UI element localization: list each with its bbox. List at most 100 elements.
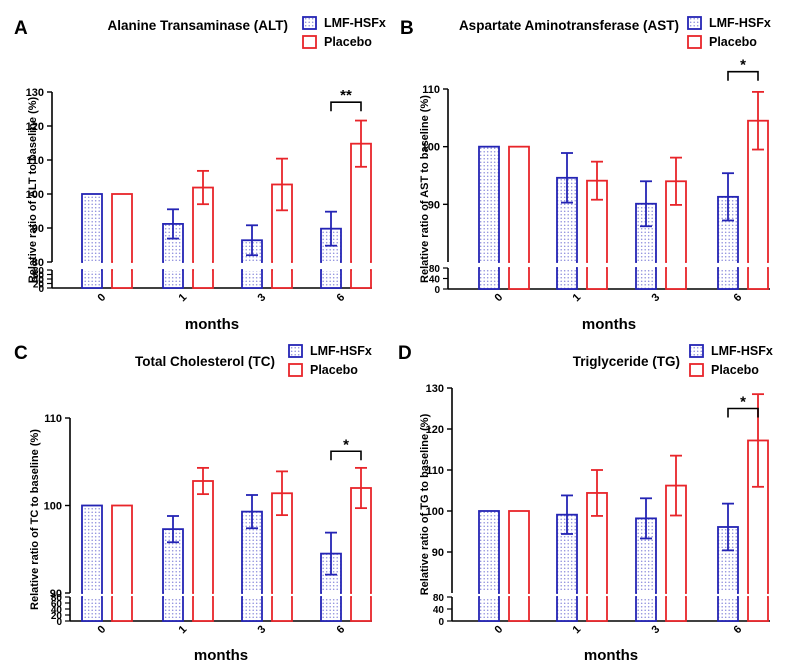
bar-placebo-1 bbox=[586, 469, 608, 622]
bar-lower bbox=[81, 596, 103, 622]
bar-placebo-3 bbox=[271, 470, 293, 622]
x-axis-label: months bbox=[582, 316, 636, 333]
legend: LMF-HSFx Placebo bbox=[689, 344, 773, 377]
bar-lower bbox=[478, 267, 500, 290]
y-tick-label: 120 bbox=[426, 424, 444, 436]
chart-title: Triglyceride (TG) bbox=[573, 354, 680, 369]
y-tick-label-lower: 40 bbox=[51, 605, 63, 616]
x-tick-label: 0 bbox=[95, 291, 108, 304]
bar-lmf-hsfx-3 bbox=[241, 494, 263, 622]
y-tick-label-lower: 80 bbox=[33, 266, 45, 277]
y-tick-label-lower: 0 bbox=[438, 617, 444, 628]
y-tick-label: 100 bbox=[26, 189, 44, 201]
bar-lower bbox=[111, 596, 133, 622]
bar-lower bbox=[320, 596, 342, 622]
bar-upper bbox=[508, 510, 530, 594]
legend-label: LMF-HSFx bbox=[310, 344, 372, 358]
legend-label: Placebo bbox=[709, 35, 757, 49]
bar-placebo-6 bbox=[350, 119, 372, 289]
x-axis-label: months bbox=[194, 647, 248, 664]
bar-upper bbox=[111, 504, 133, 594]
bar-placebo-6 bbox=[747, 393, 769, 622]
legend-label: LMF-HSFx bbox=[711, 344, 773, 358]
bar-placebo-0 bbox=[111, 504, 133, 622]
bar-lower bbox=[717, 596, 739, 622]
bar-lower bbox=[586, 267, 608, 290]
bracket-line bbox=[727, 70, 759, 81]
y-tick-label: 100 bbox=[422, 142, 440, 154]
x-tick-label: 1 bbox=[176, 291, 189, 304]
y-tick-label: 120 bbox=[26, 121, 44, 133]
bar-placebo-6 bbox=[350, 466, 372, 622]
y-tick-label-lower: 20 bbox=[51, 611, 63, 622]
y-tick-label: 110 bbox=[426, 465, 444, 477]
bar-placebo-3 bbox=[665, 454, 687, 622]
y-tick-label-lower: 0 bbox=[56, 617, 62, 628]
bracket-line bbox=[727, 407, 759, 418]
bar-placebo-0 bbox=[111, 193, 133, 289]
bar-placebo-1 bbox=[586, 160, 608, 290]
bar-placebo-1 bbox=[192, 466, 214, 622]
y-tick-label: 90 bbox=[32, 223, 44, 235]
bar-lmf-hsfx-1 bbox=[162, 208, 184, 289]
panel-letter: B bbox=[400, 18, 414, 39]
panel-letter: D bbox=[398, 343, 412, 364]
bar-lower bbox=[665, 267, 687, 290]
legend-swatch-placebo bbox=[302, 35, 317, 49]
bar-upper bbox=[111, 193, 133, 263]
bar-lower bbox=[556, 267, 578, 290]
x-tick-label: 1 bbox=[176, 623, 189, 636]
bar-lmf-hsfx-3 bbox=[241, 224, 263, 289]
bar-upper bbox=[192, 480, 214, 594]
bar-lmf-hsfx-3 bbox=[635, 180, 657, 290]
bar-lower bbox=[747, 596, 769, 622]
y-tick-label: 110 bbox=[44, 413, 62, 425]
x-tick-label: 6 bbox=[731, 623, 744, 636]
bar-lmf-hsfx-1 bbox=[162, 515, 184, 622]
x-tick-label: 3 bbox=[649, 291, 662, 304]
bar-upper bbox=[478, 145, 500, 263]
y-tick-label-lower: 0 bbox=[434, 285, 440, 296]
y-axis-label: Relative ratio of AST to baseline (%) bbox=[419, 95, 431, 283]
bar-lower bbox=[192, 269, 214, 289]
x-axis-label: months bbox=[584, 647, 638, 664]
significance-bracket: ** bbox=[330, 87, 362, 112]
bar-lower bbox=[665, 596, 687, 622]
x-tick-label: 0 bbox=[95, 623, 108, 636]
chart-panel-c: C Total Cholesterol (TC) LMF-HSFx Placebo 90… bbox=[14, 343, 372, 664]
bar-lower bbox=[241, 596, 263, 622]
bar-lmf-hsfx-3 bbox=[635, 497, 657, 622]
y-tick-label-lower: 80 bbox=[51, 593, 63, 604]
bar-lmf-hsfx-1 bbox=[556, 152, 578, 290]
y-tick-label-lower: 40 bbox=[429, 275, 441, 286]
y-axis-label: Relative ratio of TG to baseline (%) bbox=[419, 413, 431, 595]
y-tick-label: 110 bbox=[26, 155, 44, 167]
bar-placebo-6 bbox=[747, 90, 769, 290]
chart-panel-a: A Alanine Transaminase (ALT) LMF-HSFx Place… bbox=[14, 16, 386, 333]
significance-label: * bbox=[740, 57, 746, 74]
bar-upper bbox=[508, 145, 530, 263]
y-tick-label-lower: 0 bbox=[38, 284, 44, 295]
chart-title: Aspartate Aminotransferase (AST) bbox=[459, 18, 679, 33]
panel-letter: A bbox=[14, 18, 28, 39]
y-tick-label: 90 bbox=[50, 588, 62, 600]
bar-lower bbox=[241, 269, 263, 289]
bar-lower bbox=[556, 596, 578, 622]
bar-lower bbox=[271, 596, 293, 622]
bar-upper bbox=[81, 193, 103, 263]
x-tick-label: 1 bbox=[570, 623, 583, 636]
bar-lower bbox=[508, 596, 530, 622]
y-tick-label: 110 bbox=[422, 84, 440, 96]
significance-label: * bbox=[343, 436, 349, 453]
legend-label: Placebo bbox=[324, 35, 372, 49]
y-tick-label-lower: 20 bbox=[33, 280, 45, 291]
x-axis-label: months bbox=[185, 316, 239, 333]
legend-label: Placebo bbox=[310, 363, 358, 377]
legend-swatch-placebo bbox=[689, 363, 704, 377]
bar-lower bbox=[508, 267, 530, 290]
bar-lower bbox=[350, 269, 372, 289]
x-tick-label: 6 bbox=[334, 623, 347, 636]
bar-lower bbox=[192, 596, 214, 622]
legend-swatch-placebo bbox=[288, 363, 303, 377]
